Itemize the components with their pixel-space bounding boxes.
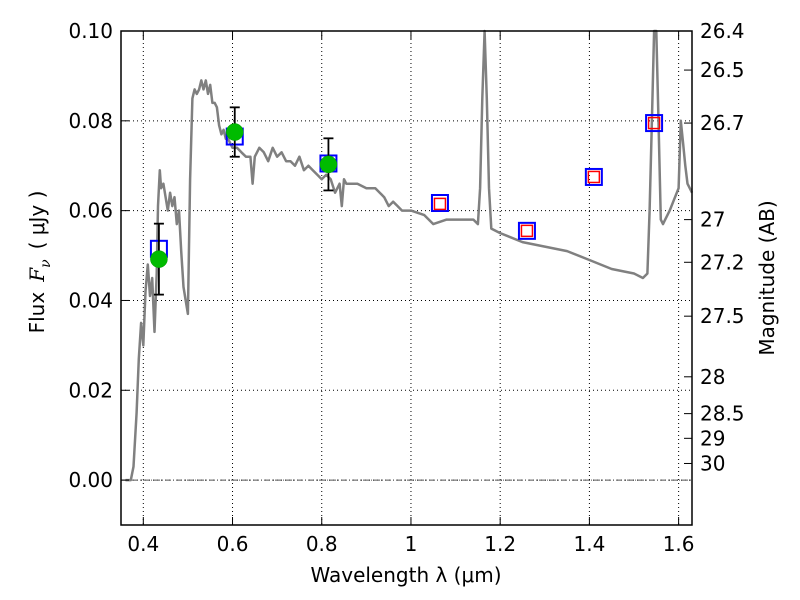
y-tick-label: 0.00 <box>68 468 113 492</box>
y2-tick-label: 26.7 <box>700 111 745 135</box>
y2-tick-label: 27 <box>700 208 725 232</box>
observed-photometry-point <box>319 155 338 174</box>
y2-tick-label: 28 <box>700 365 725 389</box>
y-tick-label: 0.02 <box>68 378 113 402</box>
x-tick-label: 0.8 <box>306 532 338 556</box>
x-tick-label: 1.2 <box>484 532 516 556</box>
y-axis-label-prefix: Flux <box>25 292 49 334</box>
upper-limit-square <box>433 197 447 211</box>
x-tick-label: 1 <box>405 532 418 556</box>
upper-limit-square <box>647 116 661 130</box>
upper-limit-square <box>587 170 601 184</box>
y-axis-label-subscript: ν <box>38 259 54 268</box>
y2-tick-label: 27.5 <box>700 304 745 328</box>
x-tick-label: 1.4 <box>573 532 605 556</box>
y2-tick-label: 26.4 <box>700 19 745 43</box>
y-tick-label: 0.04 <box>68 288 113 312</box>
model-photometry-square <box>584 167 603 186</box>
x-axis-label: Wavelength λ (μm) <box>310 563 501 587</box>
y-axis-label: Flux Fν ( μJy ) <box>25 191 54 334</box>
model-photometry-square <box>430 194 449 213</box>
ticks: 0.4 0.6 0.8 1 1.2 1.4 1.6 0.00 0.02 0.04 0.06 0.08 0… <box>68 19 744 556</box>
model-photometry-square <box>645 114 664 133</box>
sed-model-line <box>125 29 694 482</box>
y-tick-label: 0.10 <box>68 19 113 43</box>
y2-tick-label: 28.5 <box>700 402 745 426</box>
series-layer <box>125 29 694 482</box>
observed-photometry-point <box>150 250 168 268</box>
x-tick-label: 0.6 <box>217 532 249 556</box>
y-tick-label: 0.08 <box>68 109 113 133</box>
plot-frame <box>120 30 693 526</box>
y-axis-label-symbol: F <box>25 267 49 283</box>
y2-tick-label: 27.2 <box>700 250 745 274</box>
marker-layer <box>149 106 664 296</box>
upper-limit-square <box>520 224 534 238</box>
x-tick-label: 0.4 <box>127 532 159 556</box>
y-axis-label-unit: ( μJy ) <box>25 191 49 250</box>
y2-axis-label: Magnitude (AB) <box>755 200 779 355</box>
y2-tick-label: 29 <box>700 426 725 450</box>
y2-tick-label: 30 <box>700 451 725 475</box>
observed-photometry-point <box>226 123 244 141</box>
y2-tick-label: 26.5 <box>700 58 745 82</box>
model-photometry-square <box>517 221 536 240</box>
y-tick-label: 0.06 <box>68 199 113 223</box>
x-tick-label: 1.6 <box>663 532 695 556</box>
